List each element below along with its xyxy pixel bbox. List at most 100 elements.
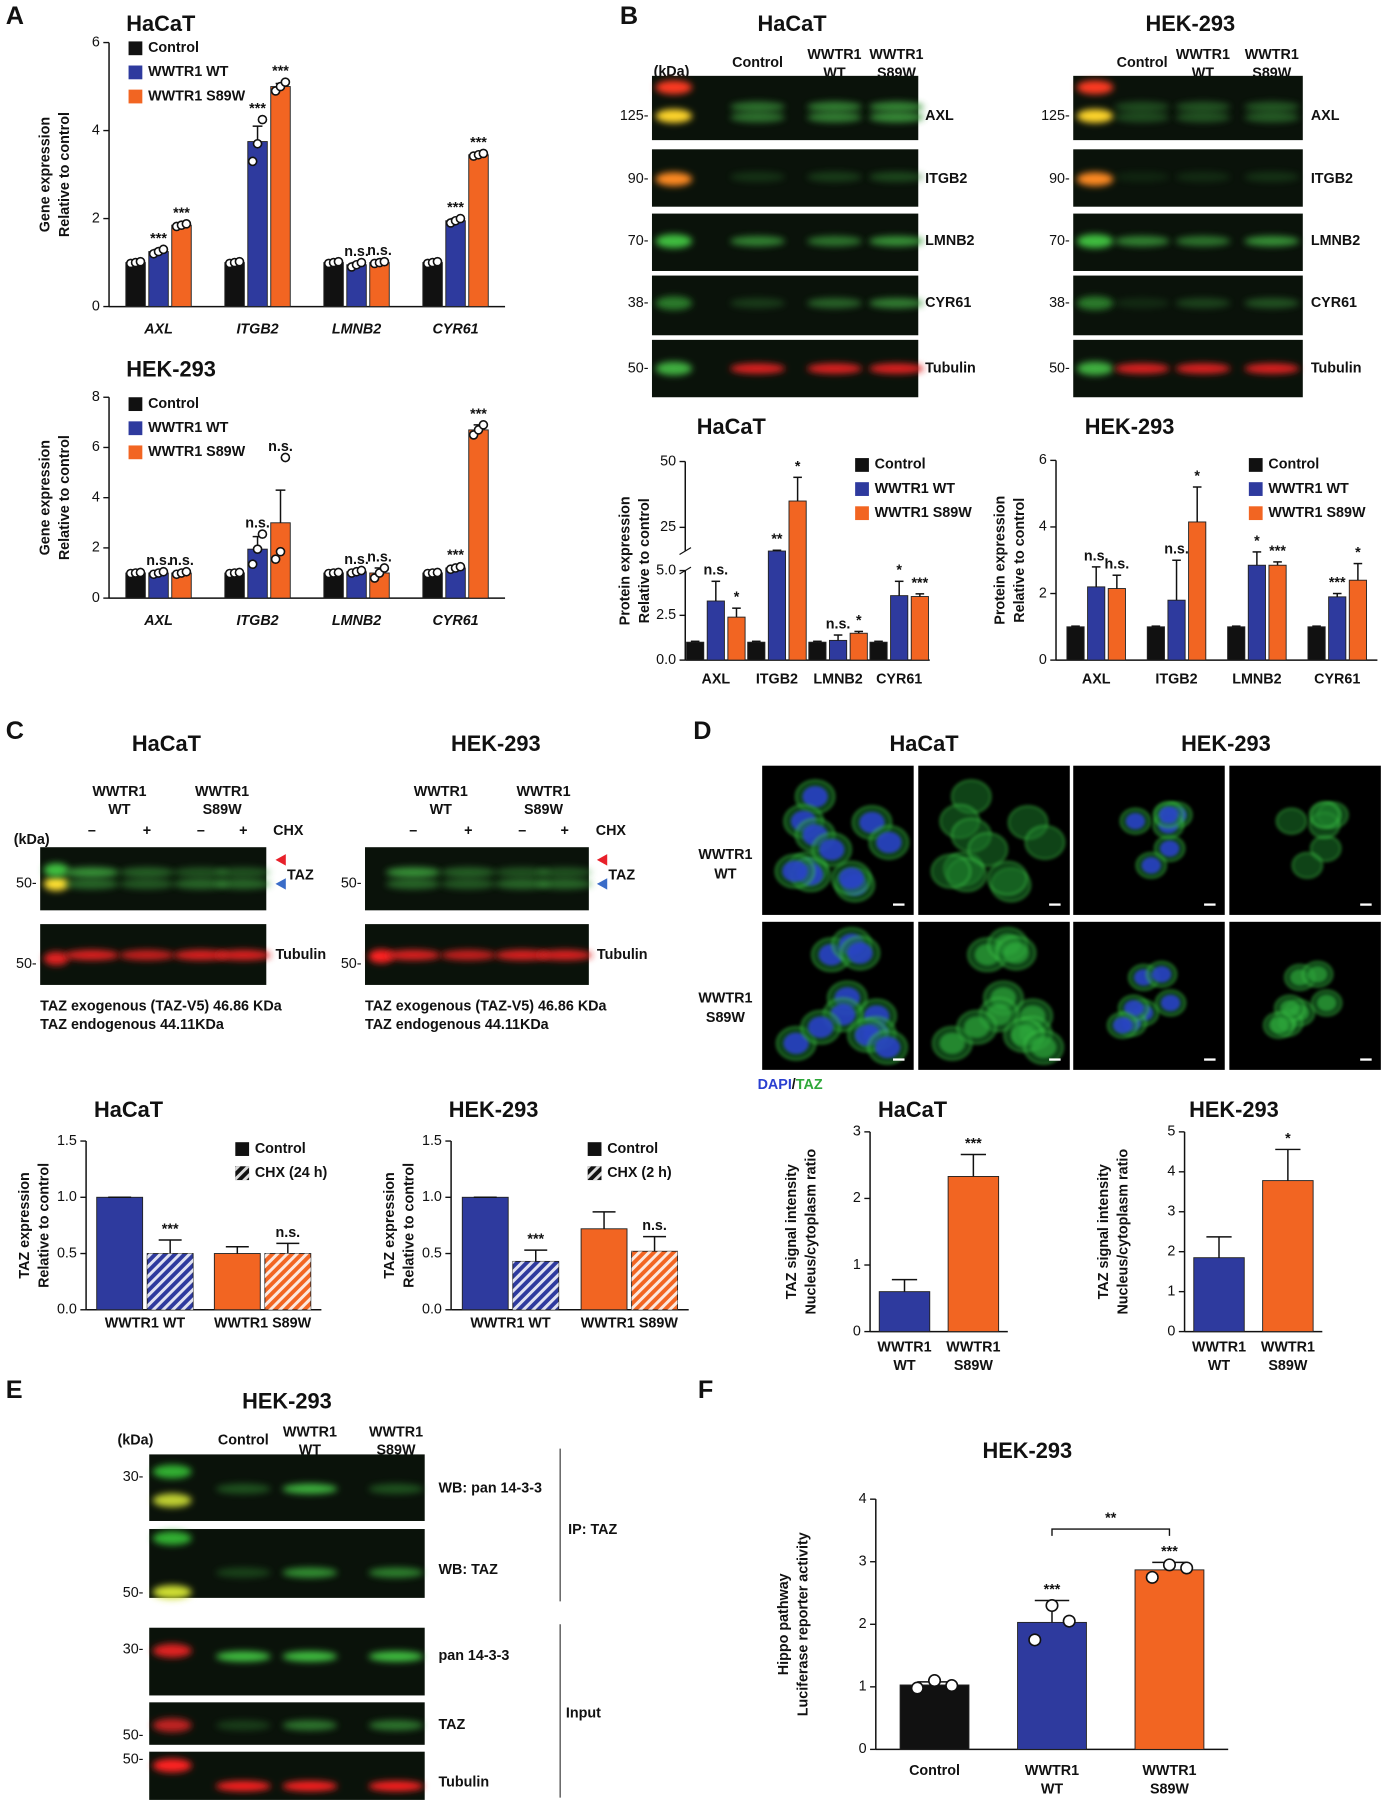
data-point xyxy=(280,77,291,87)
band xyxy=(385,878,441,890)
legend-hatch xyxy=(235,1166,250,1181)
x-tick-label: CYR61 xyxy=(876,671,922,687)
data-point xyxy=(1028,1633,1042,1647)
cell xyxy=(967,832,1009,868)
legend-label: WWTR1 WT xyxy=(148,420,229,436)
y-axis-label: Protein expression xyxy=(617,496,633,625)
lane-label: WWTR1 xyxy=(1245,47,1299,63)
error-bar xyxy=(1091,566,1101,587)
bar xyxy=(1066,626,1085,661)
legend-swatch xyxy=(128,421,143,436)
bar xyxy=(369,262,390,308)
data-point xyxy=(927,1674,942,1688)
y-tick-label: 6 xyxy=(1039,452,1047,468)
y-tick-label: 1.5 xyxy=(422,1133,442,1149)
data-point xyxy=(379,563,390,573)
data-point xyxy=(356,257,367,268)
x-tick-label: WWTR1 xyxy=(1261,1339,1315,1355)
legend-swatch xyxy=(587,1142,602,1156)
band xyxy=(537,867,593,878)
error-bar xyxy=(158,1239,182,1254)
data-point xyxy=(356,565,367,576)
protein-label: Tubulin xyxy=(597,947,648,963)
panel-letter: F xyxy=(698,1376,713,1404)
blot xyxy=(40,847,267,911)
kda-marker: 50- xyxy=(123,1585,144,1601)
nucleus xyxy=(876,831,902,854)
band xyxy=(806,235,863,247)
bar xyxy=(247,141,268,308)
significance: n.s. xyxy=(1084,548,1109,564)
nucleus xyxy=(847,942,873,964)
stain-label: DAPI/TAZ xyxy=(758,1077,823,1093)
bar xyxy=(1107,588,1126,661)
legend-swatch xyxy=(855,482,869,496)
panel-letter: B xyxy=(620,2,638,30)
legend-label: Control xyxy=(607,1141,658,1157)
kda-marker: 50- xyxy=(123,1752,144,1768)
band xyxy=(282,1651,338,1662)
band xyxy=(1244,171,1300,183)
band xyxy=(119,949,175,961)
band xyxy=(1244,112,1300,123)
y-tick-label: 2 xyxy=(92,210,100,226)
significance: n.s. xyxy=(1164,542,1189,558)
data-point xyxy=(275,546,286,557)
ladder-band xyxy=(1076,172,1114,187)
data-point xyxy=(158,566,169,577)
y-axis-label: Gene expression xyxy=(38,117,54,232)
x-tick-label: WWTR1 WT xyxy=(470,1315,551,1331)
bar xyxy=(1146,626,1165,661)
significance: n.s. xyxy=(826,616,851,632)
y-tick-label: 4 xyxy=(859,1491,867,1507)
band xyxy=(730,112,786,123)
blot-title: HaCaT xyxy=(757,11,827,36)
y-tick-label: 4 xyxy=(1039,519,1047,535)
significance: n.s. xyxy=(367,243,392,259)
y-axis-label: TAZ signal intensity xyxy=(784,1164,800,1299)
bar xyxy=(224,262,245,308)
band xyxy=(173,878,229,890)
x-tick-label: WWTR1 WT xyxy=(105,1315,186,1331)
band xyxy=(119,867,175,878)
bar xyxy=(445,220,466,308)
data-point xyxy=(1062,1614,1076,1628)
data-point xyxy=(432,256,443,267)
bar xyxy=(171,224,192,308)
micrograph xyxy=(1229,765,1381,915)
y-tick-label: 0 xyxy=(1039,652,1047,668)
significance: * xyxy=(1355,545,1361,561)
data-point xyxy=(252,138,263,149)
band xyxy=(368,1780,424,1792)
chart-title: HEK-293 xyxy=(449,1097,539,1122)
y-axis-label: Gene expression xyxy=(38,440,54,555)
error-bar xyxy=(772,549,782,552)
error-bar xyxy=(854,630,864,634)
y-axis-label: Relative to control xyxy=(37,1163,53,1288)
legend-swatch xyxy=(855,458,869,472)
nucleus xyxy=(1123,999,1144,1017)
band xyxy=(282,1483,338,1495)
significance: *** xyxy=(447,547,464,563)
x-tick-label: AXL xyxy=(701,671,730,687)
x-tick-label: S89W xyxy=(1268,1358,1307,1374)
protein-label: CYR61 xyxy=(925,295,971,311)
data-point xyxy=(280,452,291,463)
error-bar xyxy=(1231,625,1241,627)
band xyxy=(494,878,550,890)
group-label: S89W xyxy=(524,802,563,818)
blot xyxy=(149,1529,425,1598)
legend-label: Control xyxy=(255,1141,306,1157)
bar xyxy=(947,1176,1000,1333)
treatment: – xyxy=(409,823,417,839)
x-tick-label: WWTR1 S89W xyxy=(214,1315,312,1331)
y-axis-label: Hippo pathway xyxy=(776,1573,792,1675)
band xyxy=(1114,363,1170,374)
y-tick-label: 1 xyxy=(853,1257,861,1273)
ladder-band xyxy=(655,109,693,123)
y-tick-label: 4 xyxy=(1167,1164,1175,1180)
band xyxy=(868,101,925,113)
group-label: WWTR1 xyxy=(92,784,146,800)
bar xyxy=(828,639,848,661)
protein-label: AXL xyxy=(1311,108,1340,124)
